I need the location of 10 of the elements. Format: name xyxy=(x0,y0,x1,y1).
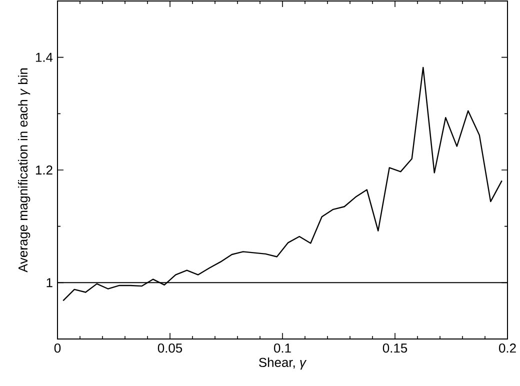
y-tick-label: 1.2 xyxy=(36,165,52,175)
x-tick-label: 0 xyxy=(54,344,61,353)
y-axis-title: Average magnification in each γ bin xyxy=(18,68,30,272)
x-axis-title: Shear, γ xyxy=(259,358,307,370)
x-tick-label: 0.15 xyxy=(382,344,408,353)
x-tick-label: 0.05 xyxy=(158,344,182,353)
x-tick-label: 0.2 xyxy=(499,344,516,353)
x-tick-label: 0.1 xyxy=(274,344,291,353)
y-tick-label: 1 xyxy=(46,278,52,288)
y-tick-label: 1.4 xyxy=(36,52,53,62)
